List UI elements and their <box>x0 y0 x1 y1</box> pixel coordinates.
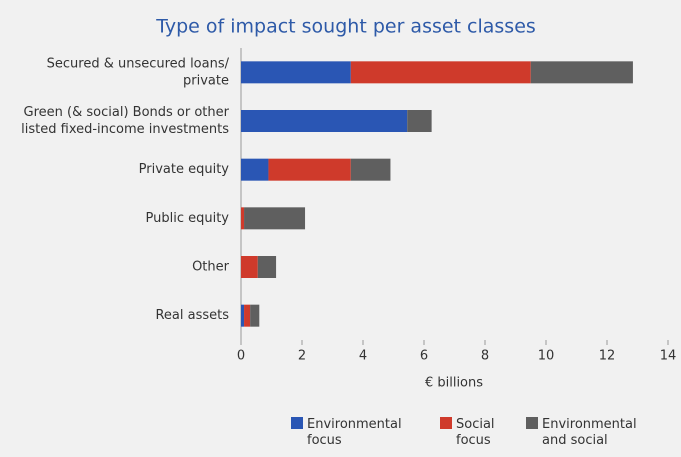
legend-line: Environmental <box>307 417 406 432</box>
y-tick-label: private <box>183 73 229 88</box>
legend-line: focus <box>456 433 491 448</box>
y-tick-label: Secured & unsecured loans/ <box>47 56 230 71</box>
legend-line: Social <box>456 417 499 432</box>
x-tick-label: 14 <box>660 349 677 364</box>
bar-segment <box>241 158 269 181</box>
legend-line: and social <box>542 433 608 448</box>
bar-segment <box>244 304 251 327</box>
bar-segment <box>268 158 351 181</box>
bar-segment <box>250 304 260 327</box>
y-tick-label: Other <box>192 260 230 275</box>
bar-segment <box>257 256 277 278</box>
bar-segment <box>241 110 408 132</box>
legend-label: Environmental and social <box>542 417 641 448</box>
legend-swatch <box>291 417 303 429</box>
legend-line: focus <box>307 433 342 448</box>
legend-line: Environmental <box>542 417 641 432</box>
bar-segment <box>407 110 432 132</box>
x-tick-label: 2 <box>298 349 306 364</box>
legend-label: Environmental focus <box>307 417 406 448</box>
y-tick-label: Green (& social) Bonds or other <box>24 105 230 120</box>
x-tick-label: 6 <box>420 349 428 364</box>
bar-segment <box>241 61 351 84</box>
bar-segment <box>350 158 391 181</box>
legend-label: Social focus <box>456 417 499 448</box>
x-tick-label: 8 <box>481 349 489 364</box>
x-tick-label: 0 <box>237 349 245 364</box>
chart-title: Type of impact sought per asset classes <box>155 16 536 38</box>
x-axis-label: € billions <box>425 376 483 391</box>
y-tick-label: Real assets <box>155 308 229 323</box>
y-tick-label: listed fixed-income investments <box>21 122 229 137</box>
bar-segment <box>530 61 633 84</box>
x-tick-label: 12 <box>599 349 616 364</box>
bar-segment <box>241 207 245 230</box>
bar-segment <box>241 256 258 278</box>
y-tick-label: Private equity <box>139 162 230 177</box>
bar-segment <box>244 207 306 230</box>
x-tick-label: 4 <box>359 349 367 364</box>
x-tick-label: 10 <box>538 349 555 364</box>
y-tick-label: Public equity <box>146 211 230 226</box>
legend-swatch <box>440 417 452 429</box>
bar-segment <box>350 61 531 84</box>
bar-segment <box>241 304 245 327</box>
legend-swatch <box>526 417 538 429</box>
